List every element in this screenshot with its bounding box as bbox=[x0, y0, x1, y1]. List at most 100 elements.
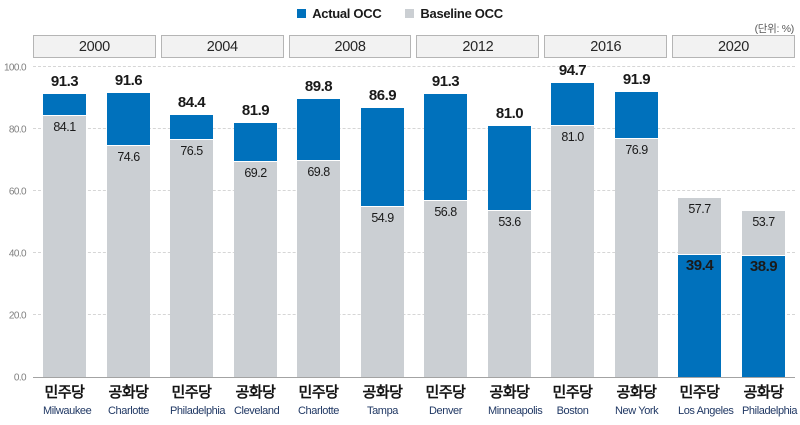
city-label: Cleveland bbox=[234, 405, 280, 417]
party-label: 민주당 bbox=[171, 384, 212, 401]
y-tick-label: 60.0 bbox=[8, 186, 27, 198]
bar-segment-baseline bbox=[43, 116, 86, 377]
city-label: Philadelphia bbox=[170, 405, 226, 417]
bar-segment-baseline bbox=[678, 198, 721, 255]
baseline-value-label: 76.9 bbox=[625, 142, 648, 157]
year-header: 2016 bbox=[544, 35, 668, 58]
party-label: 민주당 bbox=[298, 384, 339, 401]
unit-label: (단위: %) bbox=[754, 23, 795, 35]
baseline-value-label: 56.8 bbox=[434, 204, 457, 219]
x-label-col: 민주당 Milwaukee bbox=[43, 381, 92, 417]
gridline bbox=[33, 190, 795, 191]
bar-group: 39.4 57.7 38.9 53.7 bbox=[668, 68, 795, 377]
actual-value-label: 84.4 bbox=[177, 94, 206, 112]
city-label: Los Angeles bbox=[678, 405, 734, 417]
x-label-group: 민주당 Denver 공화당 Minneapolis bbox=[414, 381, 543, 417]
bar-group: 91.3 56.8 81.0 53.6 bbox=[414, 68, 541, 377]
baseline-value-label: 81.0 bbox=[561, 129, 584, 144]
chart-legend: Actual OCC Baseline OCC bbox=[0, 6, 800, 21]
baseline-value-label: 69.2 bbox=[244, 166, 267, 181]
party-label: 공화당 bbox=[108, 384, 149, 401]
legend-item-baseline: Baseline OCC bbox=[405, 6, 503, 21]
bar: 91.9 76.9 bbox=[615, 68, 658, 377]
bar-segment-actual bbox=[488, 125, 531, 211]
bar: 91.3 56.8 bbox=[424, 68, 467, 377]
bar-segment-actual bbox=[107, 93, 150, 146]
party-label: 민주당 bbox=[425, 384, 466, 401]
bar-segment-baseline bbox=[615, 138, 658, 377]
gridline bbox=[33, 314, 795, 315]
x-label-col: 공화당 Minneapolis bbox=[488, 381, 543, 417]
y-axis: 100.0 80.0 60.0 40.0 20.0 0.0 bbox=[0, 0, 29, 425]
actual-value-label: 89.8 bbox=[304, 77, 333, 95]
bar-segment-actual bbox=[678, 254, 721, 377]
baseline-value-label: 53.6 bbox=[498, 214, 521, 229]
year-header: 2000 bbox=[33, 35, 156, 58]
year-header: 2008 bbox=[288, 35, 412, 58]
bar: 84.4 76.5 bbox=[170, 68, 213, 377]
gridline bbox=[33, 128, 795, 129]
bar: 39.4 57.7 bbox=[678, 68, 721, 377]
city-label: Boston bbox=[556, 405, 589, 417]
city-label: Tampa bbox=[366, 405, 399, 417]
city-label: New York bbox=[615, 405, 659, 417]
x-label-group: 민주당 Milwaukee 공화당 Charlotte bbox=[33, 381, 160, 417]
bar-segment-baseline bbox=[361, 206, 404, 377]
legend-actual-label: Actual OCC bbox=[312, 6, 382, 21]
bar: 94.7 81.0 bbox=[551, 62, 594, 377]
bar-segment-baseline bbox=[170, 139, 213, 377]
gridline bbox=[33, 252, 795, 253]
bar-group: 89.8 69.8 86.9 54.9 bbox=[287, 68, 414, 377]
city-label: Philadelphia bbox=[742, 405, 798, 417]
y-tick-label: 100.0 bbox=[3, 62, 27, 74]
bar: 81.0 53.6 bbox=[488, 68, 531, 377]
city-label: Charlotte bbox=[107, 405, 150, 417]
x-label-group: 민주당 Charlotte 공화당 Tampa bbox=[287, 381, 414, 417]
year-header-row: 2000 2004 2008 2012 2016 2020 bbox=[33, 35, 795, 58]
x-label-col: 민주당 Philadelphia bbox=[170, 381, 226, 417]
actual-value-label: 86.9 bbox=[368, 86, 397, 104]
x-label-group: 민주당 Philadelphia 공화당 Cleveland bbox=[160, 381, 287, 417]
bar-group: 84.4 76.5 81.9 69.2 bbox=[160, 68, 287, 377]
y-tick-label: 20.0 bbox=[8, 310, 27, 322]
baseline-value-label: 53.7 bbox=[752, 214, 775, 229]
baseline-value-label: 84.1 bbox=[53, 120, 76, 135]
y-tick-label: 0.0 bbox=[13, 372, 27, 384]
bar-segment-actual bbox=[361, 107, 404, 207]
baseline-value-label: 74.6 bbox=[117, 149, 140, 164]
bar-segment-actual bbox=[297, 98, 340, 161]
baseline-value-label: 54.9 bbox=[371, 210, 394, 225]
actual-value-label: 39.4 bbox=[685, 256, 714, 274]
party-label: 공화당 bbox=[743, 384, 784, 401]
legend-baseline-label: Baseline OCC bbox=[420, 6, 503, 21]
bar-segment-baseline bbox=[234, 162, 277, 377]
bar-group: 94.7 81.0 91.9 76.9 bbox=[541, 62, 668, 377]
gridline bbox=[33, 66, 795, 67]
city-label: Milwaukee bbox=[43, 405, 92, 417]
bar-segment-baseline bbox=[488, 210, 531, 377]
bar-segment-baseline bbox=[424, 200, 467, 377]
actual-value-label: 91.3 bbox=[50, 72, 79, 90]
bar-groups: 91.3 84.1 91.6 74.6 84.4 76.5 81.9 69.2 89.8 69.8… bbox=[33, 62, 795, 377]
legend-item-actual: Actual OCC bbox=[297, 6, 382, 21]
bar: 86.9 54.9 bbox=[361, 68, 404, 377]
bar-segment-baseline bbox=[742, 210, 785, 257]
bar: 91.6 74.6 bbox=[107, 68, 150, 377]
actual-value-label: 38.9 bbox=[749, 258, 778, 276]
bar: 91.3 84.1 bbox=[43, 68, 86, 377]
baseline-color-swatch-icon bbox=[405, 9, 415, 18]
actual-value-label: 91.9 bbox=[622, 71, 651, 89]
party-label: 공화당 bbox=[235, 384, 276, 401]
x-label-col: 민주당 Charlotte bbox=[297, 381, 340, 417]
bar-segment-actual bbox=[43, 93, 86, 117]
x-label-row: 민주당 Milwaukee 공화당 Charlotte 민주당 Philadelphia 공… bbox=[33, 381, 798, 417]
bar: 38.9 53.7 bbox=[742, 68, 785, 377]
party-label: 공화당 bbox=[362, 384, 403, 401]
actual-value-label: 94.7 bbox=[558, 62, 587, 80]
party-label: 공화당 bbox=[489, 384, 530, 401]
party-label: 민주당 bbox=[679, 384, 720, 401]
x-label-col: 공화당 Cleveland bbox=[234, 381, 280, 417]
actual-value-label: 81.0 bbox=[495, 104, 524, 122]
city-label: Charlotte bbox=[297, 405, 340, 417]
